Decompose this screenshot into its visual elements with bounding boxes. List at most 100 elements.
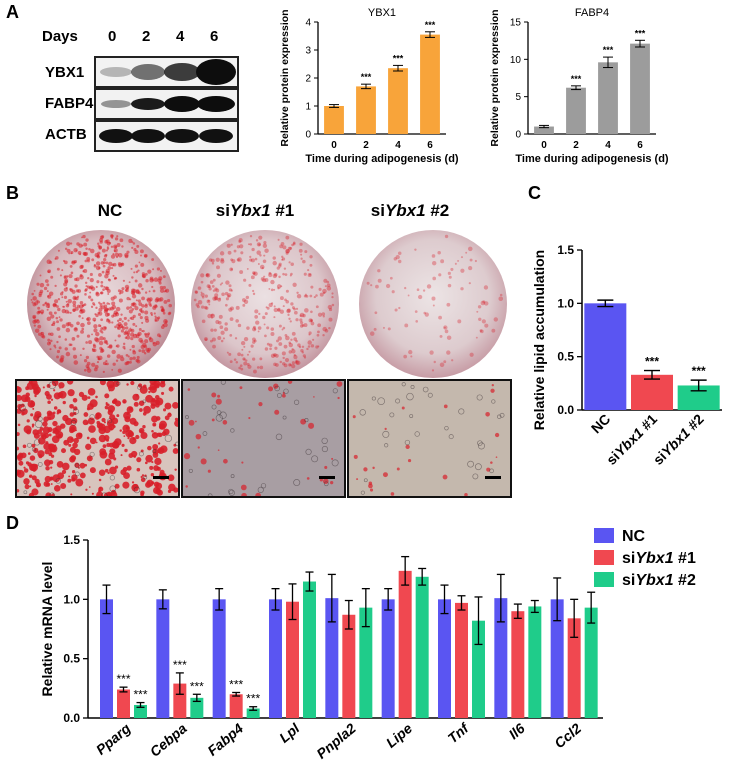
fabp4-bar-chart: FABP4 0 5 10 15 0 *** 2 *** 4 *** 6 Time during adip… xyxy=(489,7,669,165)
chart-title: YBX1 xyxy=(368,7,396,19)
stain-speck xyxy=(126,306,130,310)
stain-speck xyxy=(158,335,162,338)
lipid-droplet xyxy=(98,469,106,476)
lipid-droplet xyxy=(151,429,154,433)
stain-speck xyxy=(46,283,50,287)
lipid-droplet xyxy=(69,446,76,453)
stain-speck xyxy=(95,306,98,310)
stain-speck xyxy=(134,264,139,268)
bar xyxy=(631,374,673,410)
lipid-droplet xyxy=(172,401,178,409)
stain-speck xyxy=(241,348,244,351)
stain-speck xyxy=(54,284,57,288)
stain-speck xyxy=(130,336,134,341)
stain-speck xyxy=(152,268,155,271)
cell-outline xyxy=(414,431,420,437)
stain-speck xyxy=(310,310,313,314)
lipid-droplet xyxy=(140,475,143,479)
stain-speck xyxy=(36,282,40,286)
stain-speck xyxy=(270,353,276,358)
lipid-droplet xyxy=(135,393,139,397)
bar xyxy=(511,611,525,718)
stain-speck xyxy=(95,331,100,337)
stain-speck xyxy=(308,318,313,323)
stain-speck xyxy=(100,318,104,322)
stain-speck xyxy=(151,285,154,289)
stain-speck xyxy=(281,258,284,261)
lipid-droplet xyxy=(490,388,495,393)
lipid-droplet xyxy=(88,486,91,488)
stain-speck xyxy=(57,298,61,301)
stain-speck xyxy=(213,296,218,301)
stain-speck xyxy=(289,246,293,250)
stain-speck xyxy=(53,344,56,348)
stain-speck xyxy=(249,258,253,262)
stain-speck xyxy=(201,305,205,309)
lipid-droplet xyxy=(200,458,207,465)
stain-speck xyxy=(132,322,136,326)
stain-speck xyxy=(212,296,217,301)
lipid-droplet xyxy=(37,429,42,434)
lipid-droplet xyxy=(61,448,67,454)
stain-speck xyxy=(48,311,53,316)
stain-speck xyxy=(85,247,88,250)
stain-speck xyxy=(215,319,220,325)
stain-speck xyxy=(123,316,127,320)
stain-speck xyxy=(84,293,87,296)
stain-speck xyxy=(288,261,291,264)
stain-speck xyxy=(135,289,140,294)
stain-speck xyxy=(280,241,285,246)
stain-speck xyxy=(242,303,246,307)
stain-speck xyxy=(252,357,256,361)
stain-speck xyxy=(317,323,322,328)
stain-speck xyxy=(237,352,241,357)
stain-speck xyxy=(129,360,132,364)
cell-outline xyxy=(304,418,309,423)
stain-speck xyxy=(273,354,276,357)
group-label-prefix: si xyxy=(370,201,385,220)
lipid-droplet xyxy=(108,492,112,496)
stain-speck xyxy=(483,285,489,290)
lipid-droplet xyxy=(68,443,72,447)
lipid-droplet xyxy=(48,433,52,437)
stain-speck xyxy=(437,250,441,255)
cell-outline xyxy=(283,388,289,394)
stain-speck xyxy=(243,345,246,348)
stain-speck xyxy=(299,312,305,318)
stain-speck xyxy=(299,314,302,317)
lipid-droplet xyxy=(187,388,191,391)
stain-speck xyxy=(328,326,331,330)
stain-speck xyxy=(289,363,292,366)
stain-speck xyxy=(235,360,239,364)
stain-speck xyxy=(40,309,45,314)
stain-speck xyxy=(264,334,267,338)
stain-speck xyxy=(256,366,260,369)
stain-speck xyxy=(197,299,203,305)
stain-speck xyxy=(65,322,70,327)
stain-speck xyxy=(49,348,52,351)
stain-speck xyxy=(73,248,78,253)
stain-speck xyxy=(217,297,222,302)
stain-speck xyxy=(290,262,294,267)
stain-speck xyxy=(127,329,131,333)
lipid-droplet xyxy=(53,485,61,492)
stain-speck xyxy=(241,298,246,302)
lipid-droplet xyxy=(154,457,162,466)
stain-speck xyxy=(56,305,59,308)
stain-speck xyxy=(38,310,42,314)
cell-outline xyxy=(499,412,505,418)
stain-speck xyxy=(220,339,224,343)
lipid-droplet xyxy=(105,403,108,406)
stain-speck xyxy=(47,332,51,336)
stain-speck xyxy=(217,336,222,340)
stain-speck xyxy=(47,338,51,342)
stain-speck xyxy=(205,273,209,277)
stain-speck xyxy=(143,352,147,355)
stain-speck xyxy=(287,313,290,316)
lipid-droplet xyxy=(151,461,154,464)
cell-outline xyxy=(477,442,486,450)
stain-speck xyxy=(257,263,260,265)
stain-speck xyxy=(61,269,64,272)
stain-speck xyxy=(120,325,124,329)
stain-speck xyxy=(200,291,203,294)
